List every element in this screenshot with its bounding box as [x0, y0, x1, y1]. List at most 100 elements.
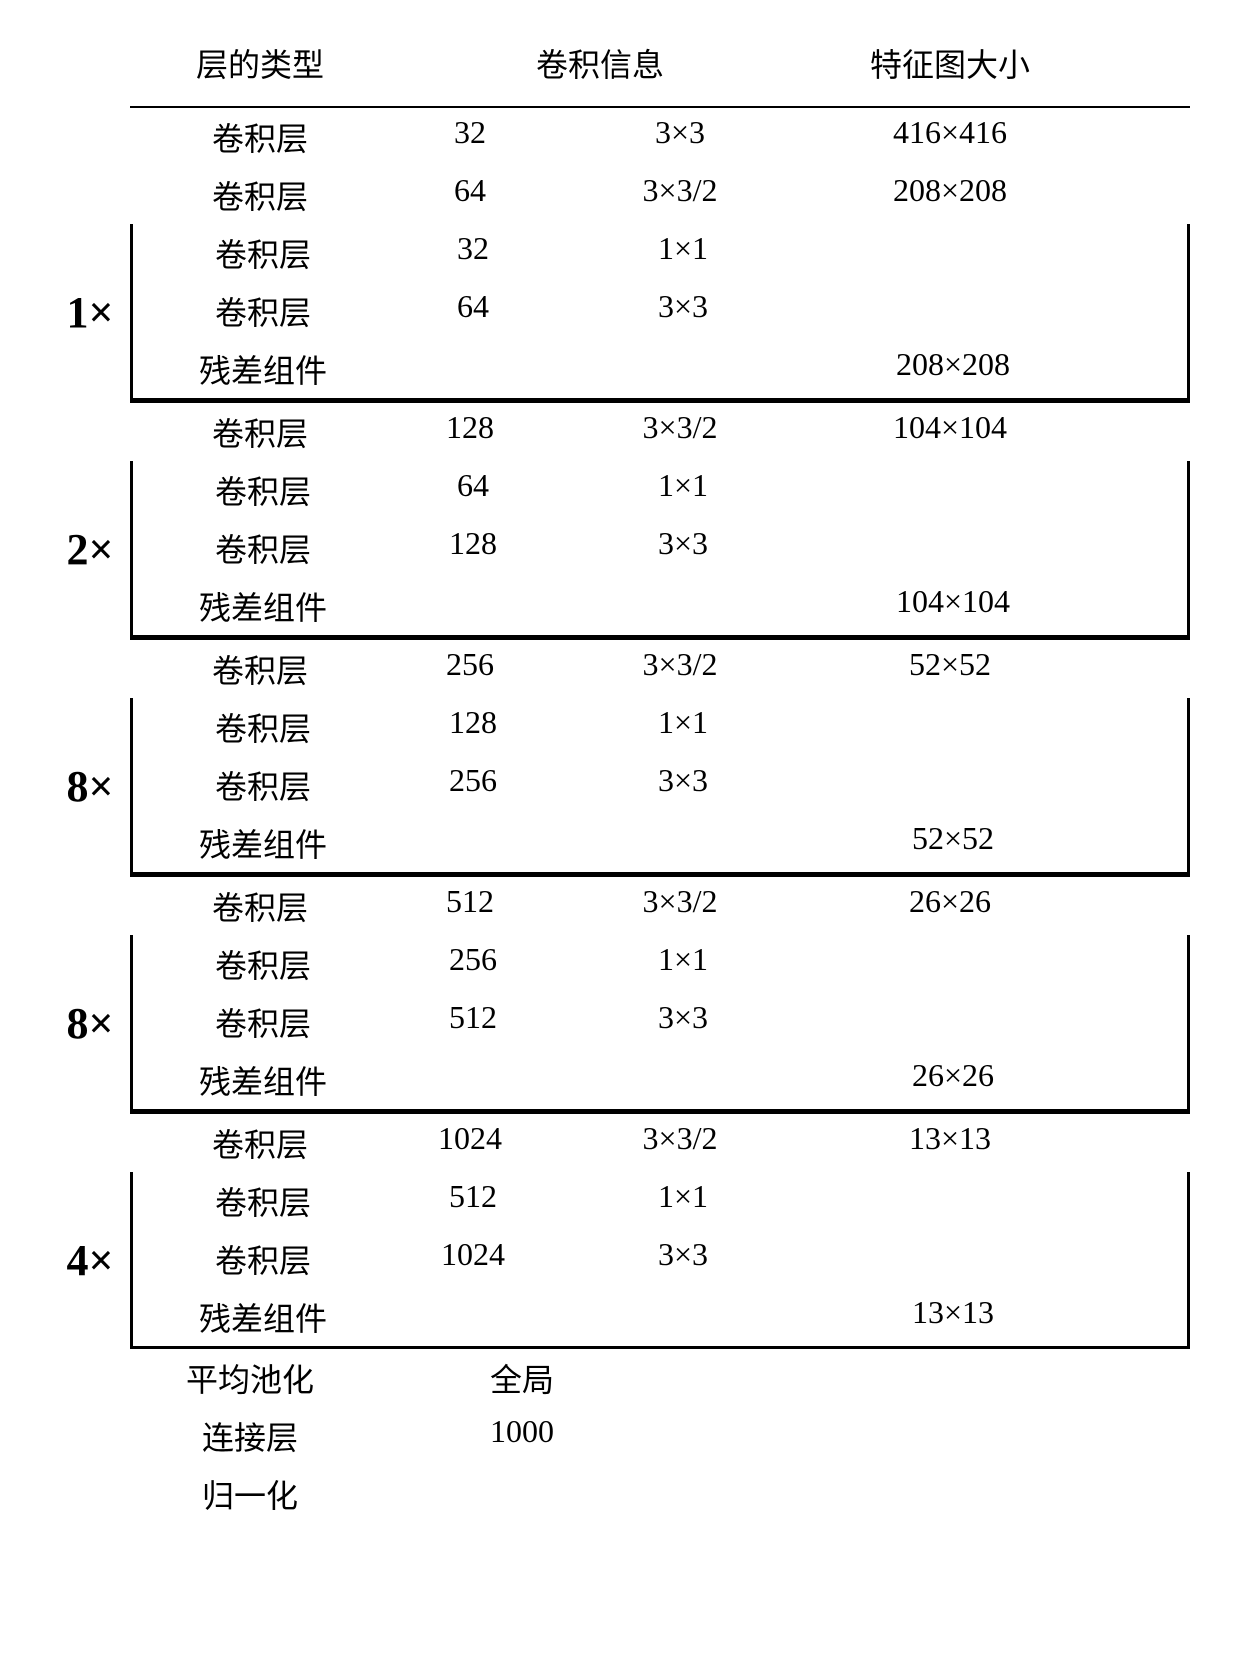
- cell-kernel: 3×3: [553, 525, 813, 571]
- cell-kernel: [553, 346, 813, 392]
- cell-size: [813, 288, 1093, 334]
- cell-global: 全局: [380, 1355, 910, 1401]
- cell-layer: 卷积层: [133, 525, 393, 571]
- cell-filters: [393, 820, 553, 866]
- cell-size: [813, 1178, 1093, 1224]
- network-arch-table: 层的类型 卷积信息 特征图大小 卷积层 32 3×3 416×416 卷积层 6…: [50, 30, 1190, 1523]
- cell-kernel: [553, 583, 813, 629]
- cell-size: 104×104: [813, 583, 1093, 629]
- cell-filters: 128: [393, 704, 553, 750]
- cell-layer: 平均池化: [120, 1355, 380, 1401]
- col-header-conv-info: 卷积信息: [390, 40, 810, 86]
- cell-connect-val: 1000: [380, 1413, 910, 1459]
- cell-empty: [380, 1471, 800, 1517]
- section-initial: 卷积层 32 3×3 416×416 卷积层 64 3×3/2 208×208: [50, 108, 1190, 224]
- table-row: 卷积层 256 3×3: [133, 756, 1187, 814]
- section-footer: 平均池化 全局 连接层 1000 归一化: [50, 1349, 1190, 1523]
- table-row: 卷积层 512 3×3/2 26×26: [130, 877, 1190, 935]
- cell-size: 52×52: [810, 646, 1090, 692]
- cell-filters: 64: [390, 172, 550, 218]
- table-row: 卷积层 512 3×3: [133, 993, 1187, 1051]
- cell-size: 104×104: [810, 409, 1090, 455]
- cell-layer: 卷积层: [130, 172, 390, 218]
- cell-kernel: 1×1: [553, 230, 813, 276]
- cell-size: 208×208: [813, 346, 1093, 392]
- cell-kernel: 3×3/2: [550, 172, 810, 218]
- table-row: 卷积层 256 1×1: [133, 935, 1187, 993]
- table-row: 卷积层 32 3×3 416×416: [130, 108, 1190, 166]
- table-row: 残差组件 104×104: [133, 577, 1187, 635]
- cell-kernel: 3×3: [553, 1236, 813, 1282]
- table-row: 卷积层 1024 3×3/2 13×13: [130, 1114, 1190, 1172]
- cell-size: [813, 762, 1093, 808]
- cell-filters: 256: [393, 762, 553, 808]
- cell-kernel: [553, 820, 813, 866]
- cell-kernel: 1×1: [553, 1178, 813, 1224]
- cell-filters: [393, 583, 553, 629]
- cell-size: [800, 1471, 1080, 1517]
- cell-filters: 256: [393, 941, 553, 987]
- cell-filters: 64: [393, 467, 553, 513]
- block-5: 4× 卷积层 512 1×1 卷积层 1024 3×3 残差组件 13×13: [50, 1172, 1190, 1349]
- table-row: 归一化: [120, 1465, 1190, 1523]
- cell-filters: 128: [393, 525, 553, 571]
- cell-layer: 卷积层: [133, 230, 393, 276]
- cell-layer: 归一化: [120, 1471, 380, 1517]
- cell-kernel: 3×3/2: [550, 883, 810, 929]
- cell-size: 13×13: [813, 1294, 1093, 1340]
- cell-kernel: 3×3: [553, 288, 813, 334]
- cell-size: [910, 1413, 1190, 1459]
- mult-label: 2×: [50, 461, 130, 638]
- header-row: 层的类型 卷积信息 特征图大小: [50, 30, 1190, 108]
- cell-kernel: [553, 1294, 813, 1340]
- table-row: 残差组件 208×208: [133, 340, 1187, 398]
- cell-layer: 卷积层: [133, 762, 393, 808]
- cell-layer: 卷积层: [133, 999, 393, 1045]
- cell-layer: 残差组件: [133, 820, 393, 866]
- cell-layer: 卷积层: [130, 114, 390, 160]
- cell-layer: 卷积层: [133, 467, 393, 513]
- cell-filters: 64: [393, 288, 553, 334]
- cell-kernel: 1×1: [553, 941, 813, 987]
- cell-filters: 1024: [390, 1120, 550, 1166]
- section-t4: 卷积层 1024 3×3/2 13×13: [50, 1112, 1190, 1172]
- table-row: 卷积层 64 1×1: [133, 461, 1187, 519]
- cell-filters: 32: [393, 230, 553, 276]
- cell-layer: 卷积层: [133, 704, 393, 750]
- cell-size: [813, 999, 1093, 1045]
- table-row: 残差组件 26×26: [133, 1051, 1187, 1109]
- cell-kernel: 3×3: [550, 114, 810, 160]
- cell-kernel: 3×3/2: [550, 409, 810, 455]
- block-4: 8× 卷积层 256 1×1 卷积层 512 3×3 残差组件 26×26: [50, 935, 1190, 1112]
- mult-label: 4×: [50, 1172, 130, 1349]
- mult-label: 1×: [50, 224, 130, 401]
- block-2: 2× 卷积层 64 1×1 卷积层 128 3×3 残差组件 104×104: [50, 461, 1190, 638]
- cell-size: 208×208: [810, 172, 1090, 218]
- cell-kernel: 1×1: [553, 704, 813, 750]
- table-row: 平均池化 全局: [120, 1349, 1190, 1407]
- cell-layer: 卷积层: [133, 288, 393, 334]
- cell-filters: 512: [393, 999, 553, 1045]
- cell-size: [813, 467, 1093, 513]
- section-t3: 卷积层 512 3×3/2 26×26: [50, 875, 1190, 935]
- mult-label: 8×: [50, 935, 130, 1112]
- cell-layer: 残差组件: [133, 346, 393, 392]
- cell-filters: [393, 346, 553, 392]
- table-row: 卷积层 512 1×1: [133, 1172, 1187, 1230]
- cell-size: [813, 704, 1093, 750]
- cell-filters: 128: [390, 409, 550, 455]
- cell-kernel: 3×3: [553, 999, 813, 1045]
- cell-layer: 卷积层: [130, 1120, 390, 1166]
- cell-size: [910, 1355, 1190, 1401]
- cell-kernel: [553, 1057, 813, 1103]
- mult-label: 8×: [50, 698, 130, 875]
- cell-size: [813, 941, 1093, 987]
- cell-layer: 卷积层: [130, 646, 390, 692]
- cell-filters: 512: [393, 1178, 553, 1224]
- table-row: 卷积层 128 1×1: [133, 698, 1187, 756]
- cell-filters: 512: [390, 883, 550, 929]
- table-row: 卷积层 32 1×1: [133, 224, 1187, 282]
- cell-layer: 卷积层: [133, 1178, 393, 1224]
- col-header-feature-size: 特征图大小: [810, 40, 1090, 86]
- cell-filters: 32: [390, 114, 550, 160]
